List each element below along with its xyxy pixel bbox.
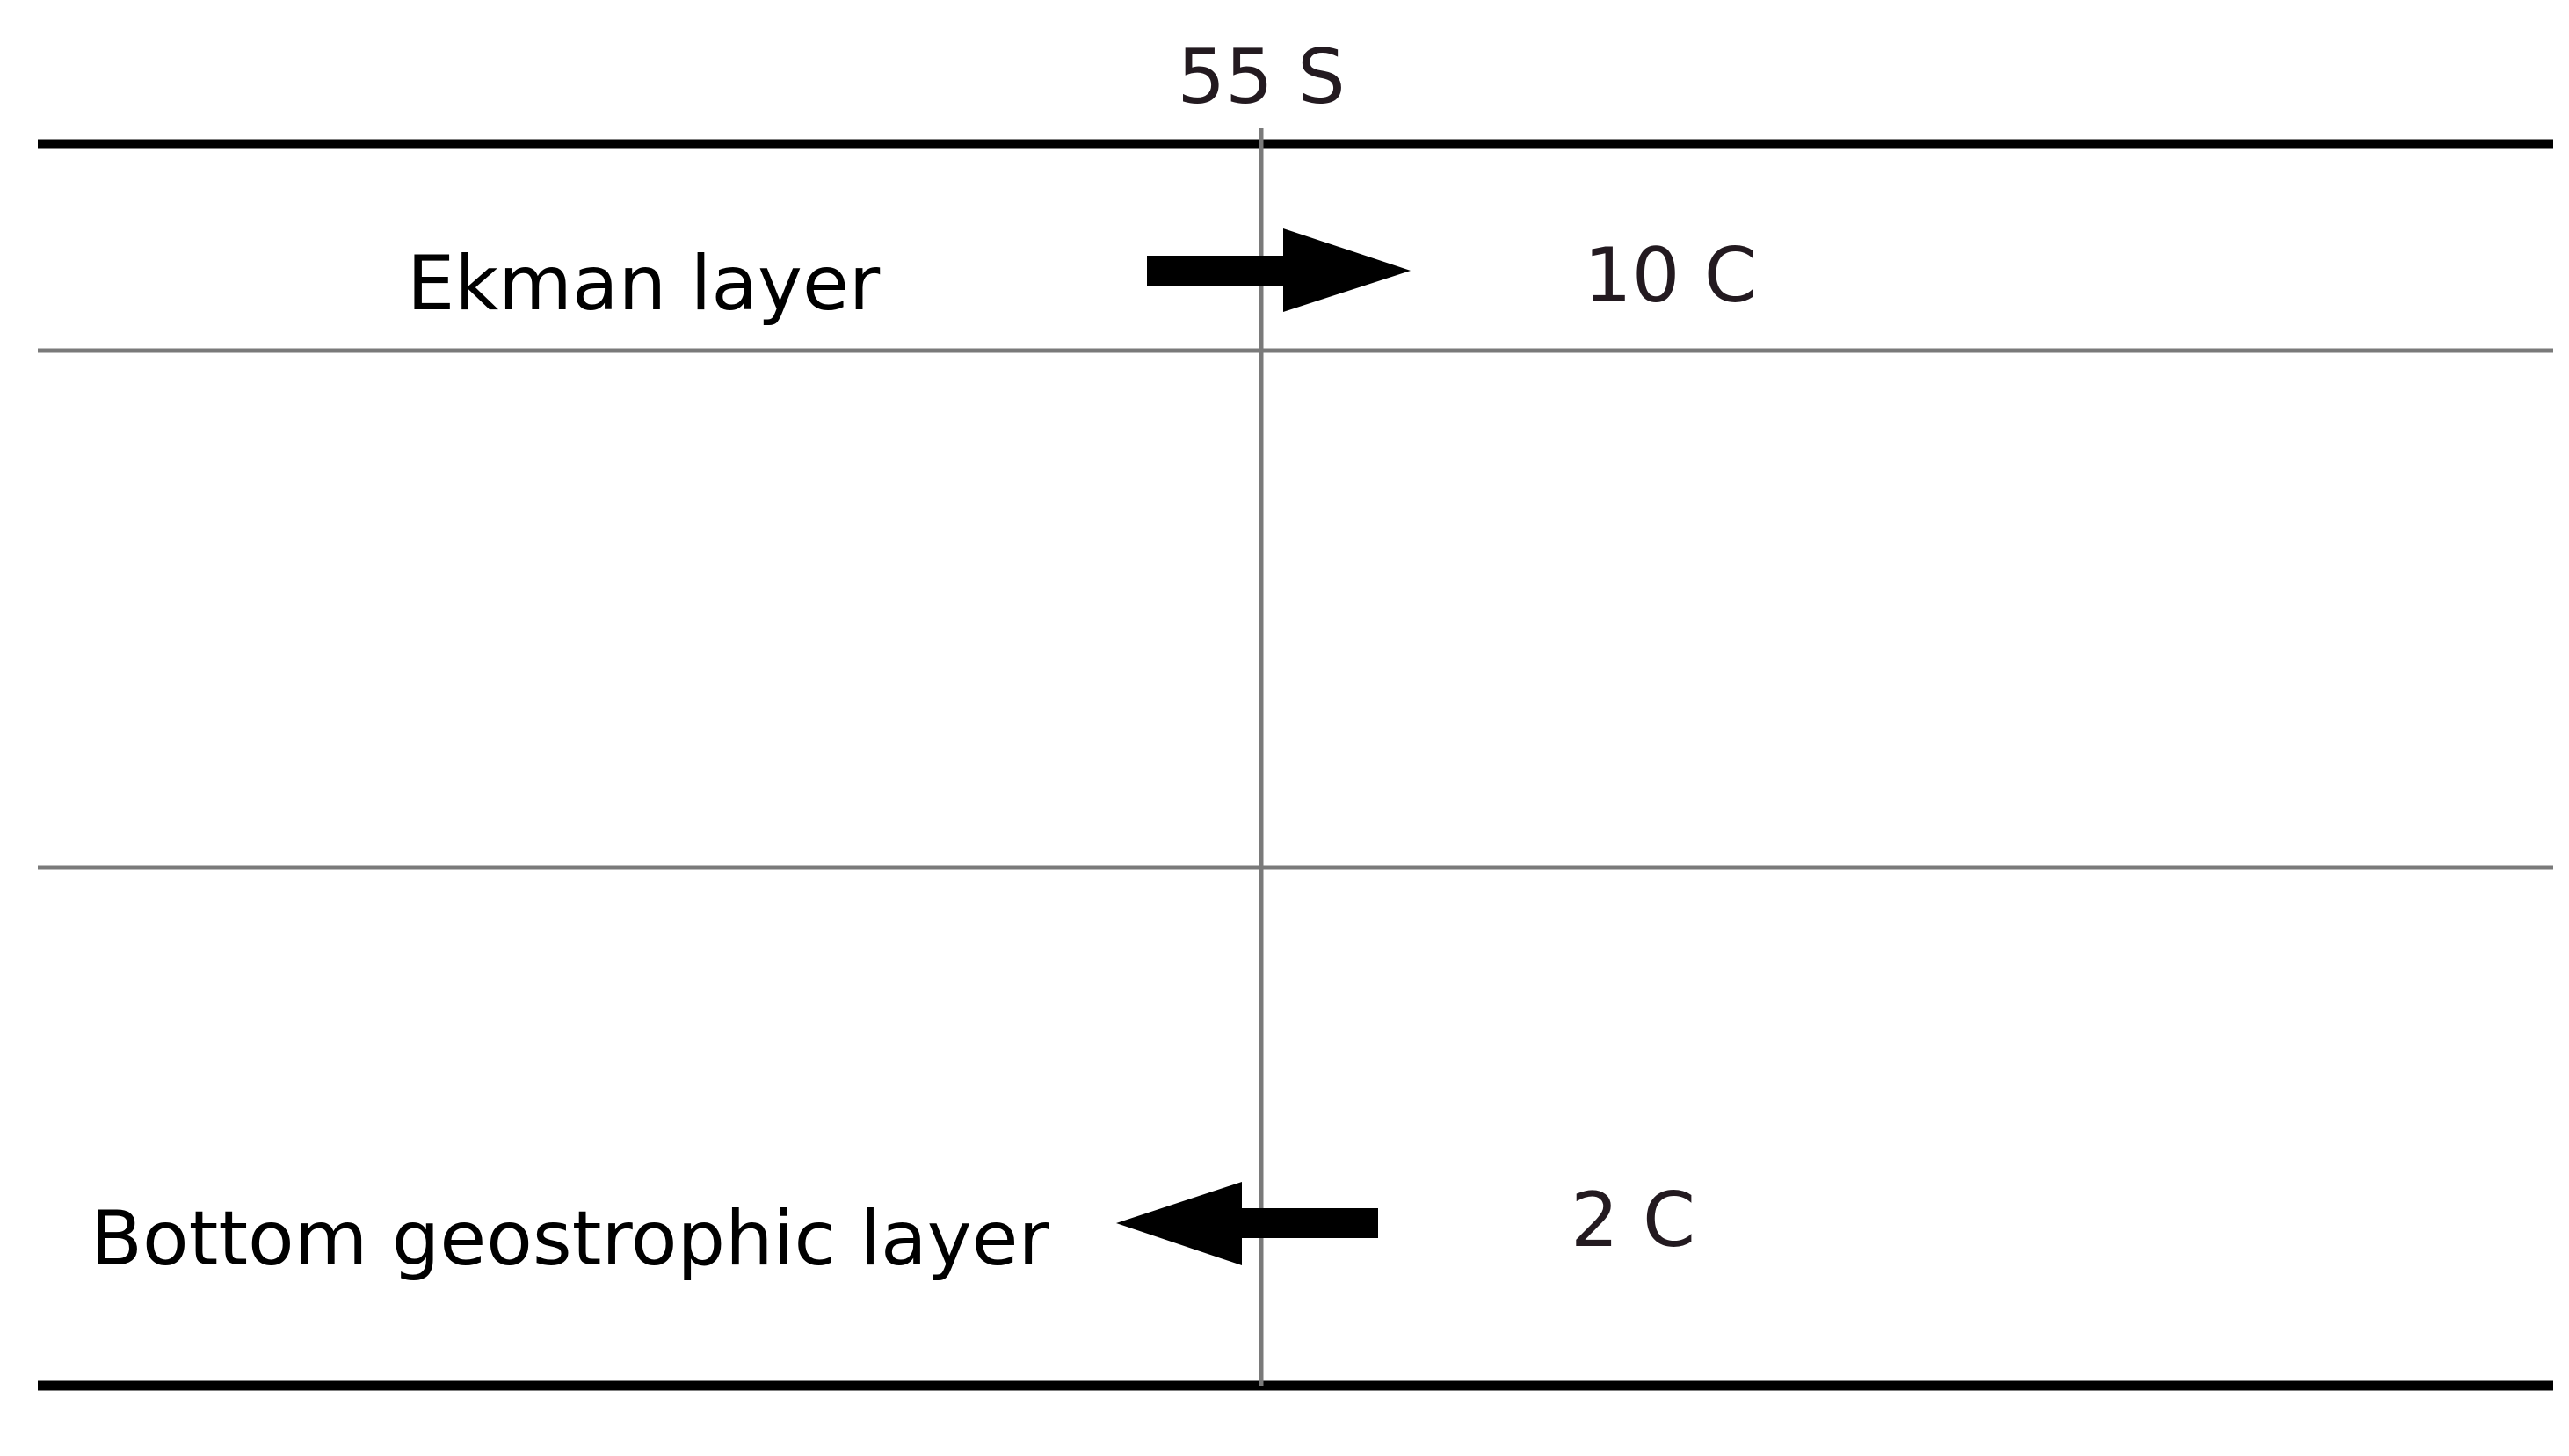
bottom-temperature-label: 2 C: [1571, 1177, 1695, 1264]
latitude-label: 55 S: [1177, 33, 1345, 121]
ekman-flow-arrow-icon: [1147, 228, 1411, 312]
ekman-layer-label: Ekman layer: [407, 240, 881, 328]
bottom-layer-label: Bottom geostrophic layer: [91, 1195, 1050, 1283]
bottom-flow-arrow-icon: [1116, 1182, 1378, 1265]
ekman-temperature-label: 10 C: [1584, 232, 1757, 320]
